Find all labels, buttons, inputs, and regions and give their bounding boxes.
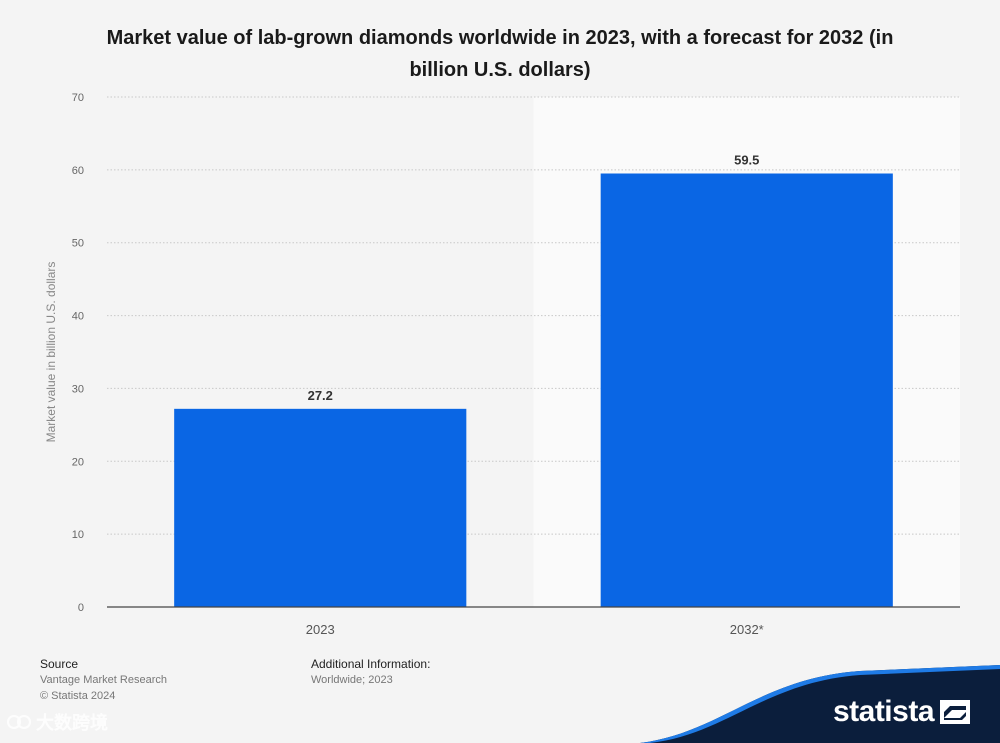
statista-logo-icon: [940, 700, 970, 724]
bar-value-label: 27.2: [308, 388, 333, 403]
y-tick-label: 0: [78, 602, 84, 614]
additional-info-text: Worldwide; 2023: [311, 674, 393, 686]
bar-chart: 0 10 20 30 40 50 60 70 27.2 59.5 2023 2032*: [72, 92, 960, 637]
value-labels: 27.2 59.5: [308, 153, 760, 403]
additional-info-block: Additional Information: Worldwide; 2023: [311, 656, 430, 688]
bars: [174, 173, 893, 608]
y-axis-label: Market value in billion U.S. dollars: [44, 261, 58, 443]
x-tick-label: 2023: [306, 622, 335, 637]
source-link[interactable]: Vantage Market Research: [40, 674, 167, 686]
x-tick-label: 2032*: [730, 622, 764, 637]
y-tick-label: 60: [72, 165, 84, 177]
watermark-icon: [7, 715, 31, 729]
statista-logo[interactable]: statista: [833, 695, 970, 729]
source-heading: Source: [40, 657, 79, 671]
y-axis-ticks: 0 10 20 30 40 50 60 70: [72, 92, 84, 614]
bar-value-label: 59.5: [734, 153, 759, 168]
brand-name: statista: [832, 695, 935, 728]
y-tick-label: 10: [72, 529, 84, 541]
y-tick-label: 40: [72, 311, 84, 323]
bar[interactable]: [174, 408, 467, 607]
source-block: Source Vantage Market Research © Statist…: [40, 656, 167, 704]
y-tick-label: 50: [72, 238, 84, 250]
y-tick-label: 70: [72, 92, 84, 104]
additional-info-heading: Additional Information:: [311, 657, 431, 671]
copyright: © Statista 2024: [40, 690, 116, 702]
watermark-text: 大数跨境: [36, 713, 108, 733]
y-tick-label: 20: [72, 456, 84, 468]
bar[interactable]: [600, 173, 893, 608]
x-axis-ticks: 2023 2032*: [306, 622, 764, 637]
chart-title: Market value of lab-grown diamonds world…: [106, 27, 894, 81]
watermark: 大数跨境: [6, 709, 108, 735]
brand-band: [640, 665, 1000, 743]
y-tick-label: 30: [72, 383, 84, 395]
